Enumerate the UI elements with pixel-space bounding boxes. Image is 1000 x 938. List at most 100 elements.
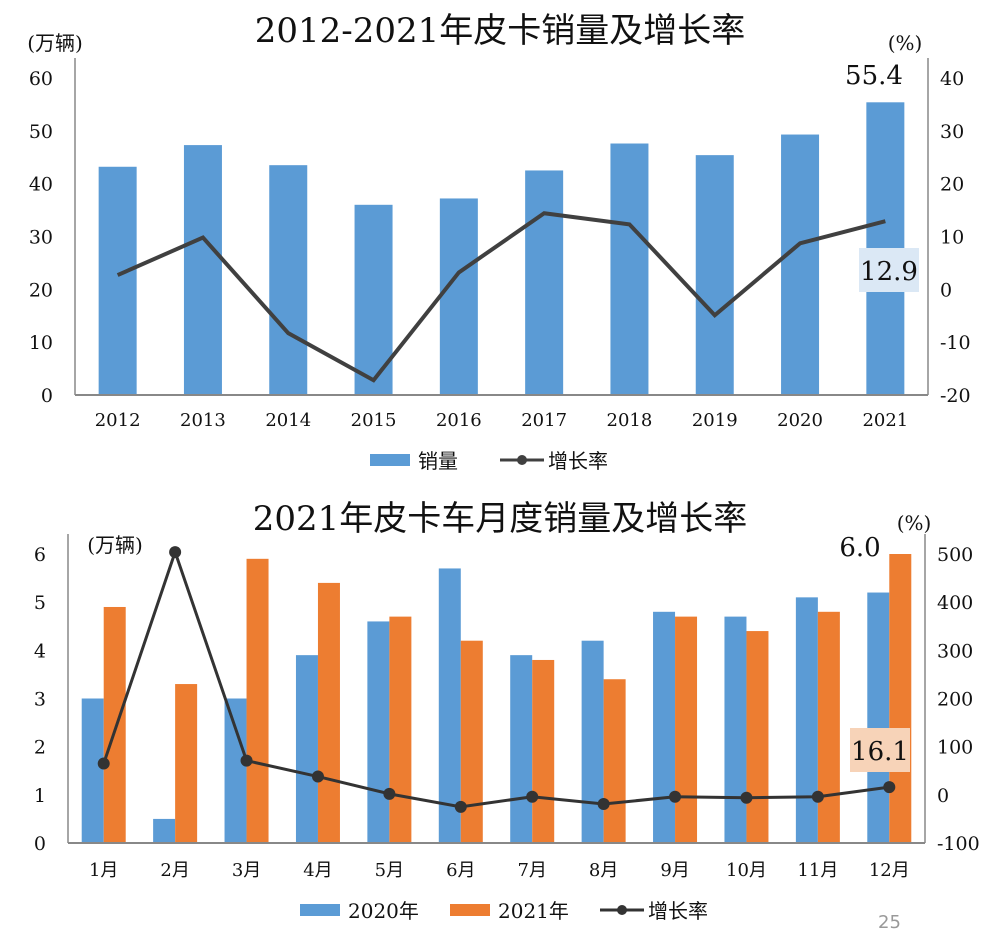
bar-销量-2019 xyxy=(695,155,734,395)
growth-rate-line xyxy=(102,547,890,809)
bar-2020年-9月 xyxy=(653,611,676,843)
left-tick-label: 60 xyxy=(29,68,53,90)
left-tick-label: 20 xyxy=(29,279,53,301)
x-tick-label: 8月 xyxy=(589,860,618,881)
growth-point-7月 xyxy=(526,790,539,803)
bar-2021年-8月 xyxy=(603,679,626,843)
growth-point-4月 xyxy=(311,770,324,783)
x-tick-label: 3月 xyxy=(232,860,261,881)
x-tick-label: 1月 xyxy=(89,860,118,881)
growth-point-6月 xyxy=(454,800,467,813)
bar-2021年-6月 xyxy=(460,640,483,843)
legend-swatch-销量 xyxy=(370,454,410,466)
x-tick-label: 7月 xyxy=(517,860,546,881)
left-axis-unit: (万辆) xyxy=(87,533,143,557)
data-label: 16.1 xyxy=(851,737,909,767)
right-tick-label: 400 xyxy=(937,592,973,614)
left-tick-label: 5 xyxy=(34,592,46,614)
bar-2020年-6月 xyxy=(438,568,461,843)
growth-point-10月 xyxy=(740,791,753,804)
page-number: 25 xyxy=(878,912,901,933)
bar-2020年-12月 xyxy=(867,592,890,843)
right-axis-unit: (%) xyxy=(897,511,932,535)
bar-2021年-4月 xyxy=(317,582,340,843)
left-tick-label: 0 xyxy=(41,385,53,407)
growth-point-1月 xyxy=(97,757,110,770)
right-tick-label: 300 xyxy=(937,640,973,662)
bar-2020年-7月 xyxy=(510,655,533,843)
bar-2020年-5月 xyxy=(367,621,390,843)
bar-销量-2013 xyxy=(183,145,222,395)
bar-销量-2016 xyxy=(439,198,478,395)
legend-marker xyxy=(617,905,627,915)
growth-point-12月 xyxy=(883,781,896,794)
x-tick-label: 10月 xyxy=(726,860,767,881)
x-tick-label: 2014 xyxy=(265,410,311,431)
x-tick-label: 2018 xyxy=(607,410,653,431)
right-tick-label: 0 xyxy=(940,279,952,301)
left-tick-label: 3 xyxy=(34,689,46,711)
x-tick-label: 2020 xyxy=(777,410,823,431)
bar-销量-2012 xyxy=(98,166,137,395)
left-tick-label: 4 xyxy=(34,640,46,662)
legend-label: 2021年 xyxy=(498,899,569,923)
x-tick-label: 2021 xyxy=(862,410,908,431)
right-tick-label: 0 xyxy=(937,785,949,807)
right-tick-label: -20 xyxy=(940,385,971,407)
bar-2020年-11月 xyxy=(795,597,818,843)
bar-2020年-10月 xyxy=(724,616,747,843)
x-tick-label: 6月 xyxy=(446,860,475,881)
data-label-background xyxy=(859,248,919,292)
growth-rate-line xyxy=(116,211,886,383)
bar-2021年-7月 xyxy=(532,659,555,843)
bar-2021年-10月 xyxy=(746,631,769,843)
growth-point-8月 xyxy=(597,797,610,810)
legend-label: 增长率 xyxy=(648,899,708,923)
x-tick-label: 9月 xyxy=(660,860,689,881)
chart-title: 2012-2021年皮卡销量及增长率 xyxy=(255,11,746,51)
right-tick-label: 500 xyxy=(937,544,973,566)
right-tick-label: -100 xyxy=(937,833,980,855)
x-tick-label: 4月 xyxy=(303,860,332,881)
legend-label: 2020年 xyxy=(348,899,419,923)
bar-2021年-1月 xyxy=(103,606,126,843)
x-tick-label: 2017 xyxy=(521,410,567,431)
left-tick-label: 2 xyxy=(34,737,46,759)
growth-point-11月 xyxy=(811,790,824,803)
bar-2021年-11月 xyxy=(817,611,840,843)
right-tick-label: 40 xyxy=(940,68,964,90)
bar-2021年-3月 xyxy=(246,558,269,843)
legend-label: 增长率 xyxy=(548,449,608,473)
x-tick-label: 2012 xyxy=(95,410,141,431)
bar-销量-2020 xyxy=(781,134,820,395)
bar-销量-2018 xyxy=(610,143,649,395)
bar-2021年-9月 xyxy=(675,616,698,843)
right-tick-label: 10 xyxy=(940,227,964,249)
data-label: 55.4 xyxy=(845,61,903,91)
bar-销量-2017 xyxy=(525,170,564,395)
left-tick-label: 50 xyxy=(29,121,53,143)
x-tick-label: 12月 xyxy=(869,860,910,881)
growth-point-2月 xyxy=(169,546,182,559)
x-tick-label: 2016 xyxy=(436,410,482,431)
data-label: 12.9 xyxy=(860,257,918,287)
left-tick-label: 0 xyxy=(34,833,46,855)
legend-label: 销量 xyxy=(418,449,458,473)
bar-2020年-4月 xyxy=(295,655,318,843)
x-tick-label: 2015 xyxy=(351,410,397,431)
left-tick-label: 10 xyxy=(29,332,53,354)
right-tick-label: -10 xyxy=(940,332,971,354)
legend-swatch-2020年 xyxy=(300,904,340,916)
bar-2020年-2月 xyxy=(153,818,176,843)
left-tick-label: 1 xyxy=(34,785,46,807)
chart-title: 2021年皮卡车月度销量及增长率 xyxy=(253,499,748,539)
x-tick-label: 2013 xyxy=(180,410,226,431)
x-tick-label: 2019 xyxy=(692,410,738,431)
bar-销量-2014 xyxy=(269,165,308,395)
data-label: 6.0 xyxy=(839,533,880,563)
growth-point-3月 xyxy=(240,754,253,767)
bar-2021年-12月 xyxy=(889,554,912,843)
left-tick-label: 40 xyxy=(29,174,53,196)
